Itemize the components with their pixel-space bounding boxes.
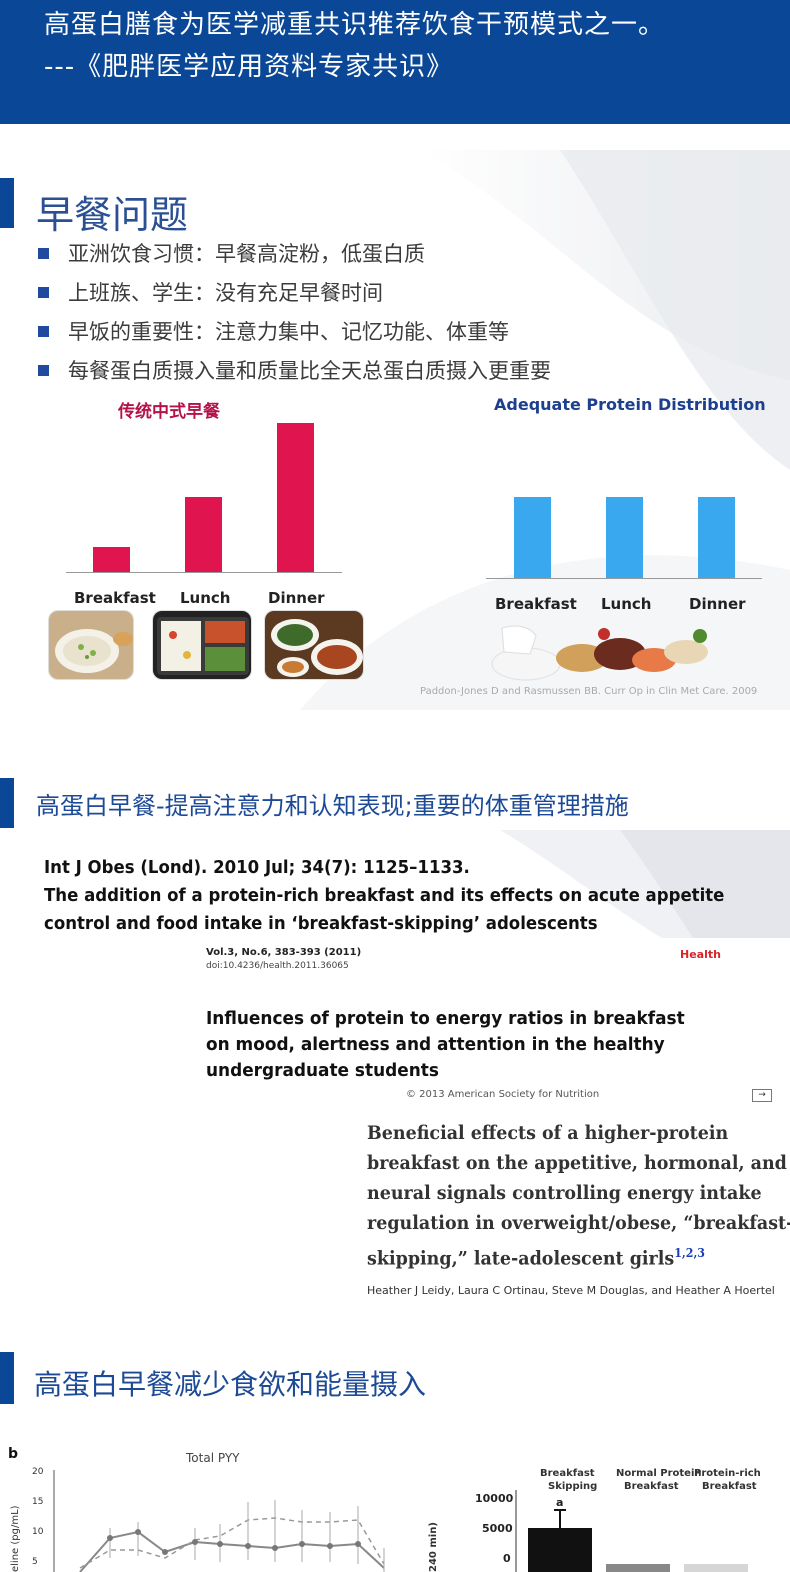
- bento-photo: [152, 610, 252, 680]
- tick-label: Breakfast: [495, 595, 577, 613]
- paper-2-title-line: on mood, alertness and attention in the …: [206, 1034, 665, 1055]
- paper-1-title-line: control and food intake in ‘breakfast-sk…: [44, 913, 598, 934]
- paper-panel: [198, 938, 790, 1318]
- x-axis: [486, 578, 762, 579]
- bar-lunch: [606, 497, 643, 578]
- bar-breakfast: [514, 497, 551, 578]
- bar-dinner: [698, 497, 735, 578]
- bar-breakfast: [93, 547, 130, 572]
- chart-title-adequate: Adequate Protein Distribution: [494, 395, 766, 414]
- tick-label: Breakfast: [74, 589, 156, 607]
- banner-line-2: ---《肥胖医学应用资料专家共识》: [44, 52, 454, 82]
- citation: Paddon-Jones D and Rasmussen BB. Curr Op…: [420, 686, 758, 697]
- tick-label: 10: [32, 1527, 44, 1537]
- section-title-breakfast: 早餐问题: [36, 193, 189, 237]
- bullet-square-icon: [38, 326, 49, 337]
- paper-2-doi: doi:10.4236/health.2011.36065: [206, 961, 349, 971]
- paper-3-title-line: Beneficial effects of a higher-protein: [367, 1122, 729, 1144]
- protein-foods-photo: [486, 622, 716, 686]
- energy-bar-plot: 240 min) 10000 5000 0 Breakfast Skipping Nor…: [420, 1460, 790, 1572]
- bullet-square-icon: [38, 365, 49, 376]
- category-label: Breakfast Skipping: [540, 1468, 597, 1492]
- paper-3: Beneficial effects of a higher-protein b…: [367, 1118, 790, 1273]
- category-label: Normal Protein Breakfast: [616, 1468, 702, 1492]
- background-wave: [0, 150, 790, 710]
- paper-2-title-line: undergraduate students: [206, 1060, 439, 1081]
- tick-label: Dinner: [268, 589, 325, 607]
- paper-3-authors: Heather J Leidy, Laura C Ortinau, Steve …: [367, 1284, 775, 1297]
- section-marker: [0, 178, 14, 228]
- paper-2: Influences of protein to energy ratios i…: [206, 1006, 685, 1084]
- x-axis: [66, 572, 342, 573]
- tick-label: 10000: [475, 1492, 514, 1505]
- plot-title: Total PYY: [185, 1451, 240, 1465]
- section-title-appetite: 高蛋白早餐减少食欲和能量摄入: [34, 1368, 427, 1401]
- paper-3-title-line: neural signals controlling energy intake: [367, 1182, 762, 1204]
- journal-logo-health: Health: [680, 948, 721, 961]
- congee-photo: [48, 610, 134, 680]
- section-marker: [0, 1352, 14, 1404]
- y-axis-label: 240 min): [428, 1522, 439, 1572]
- dinner-photo: [264, 610, 364, 680]
- paper-2-volume: Vol.3, No.6, 383-393 (2011): [206, 947, 362, 958]
- paper-3-title-line: regulation in overweight/obese, “breakfa…: [367, 1212, 790, 1234]
- paper-3-title-line: breakfast on the appetitive, hormonal, a…: [367, 1152, 787, 1174]
- section-marker: [0, 778, 14, 828]
- paper-2-title-line: Influences of protein to energy ratios i…: [206, 1008, 685, 1029]
- pyy-line-plot: b Total PYY 20 15 10 5 eline (pg/mL): [0, 1440, 400, 1572]
- bar-lunch: [185, 497, 222, 572]
- tick-label: 5: [32, 1557, 38, 1567]
- bar-annotation: a: [556, 1496, 563, 1509]
- list-item: 每餐蛋白质摄入量和质量比全天总蛋白质摄入更重要: [36, 353, 551, 392]
- tick-label: 15: [32, 1497, 43, 1507]
- bullet-list: 亚洲饮食习惯：早餐高淀粉，低蛋白质 上班族、学生：没有充足早餐时间 早饭的重要性…: [36, 236, 551, 392]
- external-link-icon[interactable]: →: [752, 1089, 772, 1102]
- tick-label: Dinner: [689, 595, 746, 613]
- banner: 高蛋白膳食为医学减重共识推荐饮食干预模式之一。 ---《肥胖医学应用资料专家共识…: [0, 0, 790, 124]
- bar-normal-protein: [606, 1564, 670, 1572]
- list-item: 上班族、学生：没有充足早餐时间: [36, 275, 551, 314]
- banner-line-1: 高蛋白膳食为医学减重共识推荐饮食干预模式之一。: [44, 10, 666, 40]
- tick-label: 20: [32, 1467, 44, 1477]
- chart-title-traditional: 传统中式早餐: [118, 402, 220, 422]
- tick-label: 5000: [482, 1522, 513, 1535]
- tick-label: 0: [503, 1552, 511, 1565]
- list-item: 早饭的重要性：注意力集中、记忆功能、体重等: [36, 314, 551, 353]
- tick-label: Lunch: [601, 595, 652, 613]
- bar-breakfast-skipping: [528, 1528, 592, 1572]
- reference-marks: 1,2,3: [674, 1246, 705, 1260]
- bar-protein-rich: [684, 1564, 748, 1572]
- section-title-research: 高蛋白早餐-提高注意力和认知表现;重要的体重管理措施: [36, 792, 629, 820]
- y-axis-label: eline (pg/mL): [10, 1505, 21, 1572]
- category-label: Protein-rich Breakfast: [694, 1468, 761, 1492]
- paper-3-title-line: skipping,” late-adolescent girls1,2,3: [367, 1246, 705, 1270]
- paper-1-journal: Int J Obes (Lond). 2010 Jul; 34(7): 1125…: [44, 857, 470, 878]
- copyright-text: © 2013 American Society for Nutrition: [406, 1089, 600, 1100]
- paper-1-title-line: The addition of a protein-rich breakfast…: [44, 885, 725, 906]
- paper-1: Int J Obes (Lond). 2010 Jul; 34(7): 1125…: [44, 854, 724, 938]
- bullet-square-icon: [38, 248, 49, 259]
- bullet-square-icon: [38, 287, 49, 298]
- tick-label: Lunch: [180, 589, 231, 607]
- list-item: 亚洲饮食习惯：早餐高淀粉，低蛋白质: [36, 236, 551, 275]
- panel-label: b: [8, 1446, 18, 1462]
- bar-dinner: [277, 423, 314, 572]
